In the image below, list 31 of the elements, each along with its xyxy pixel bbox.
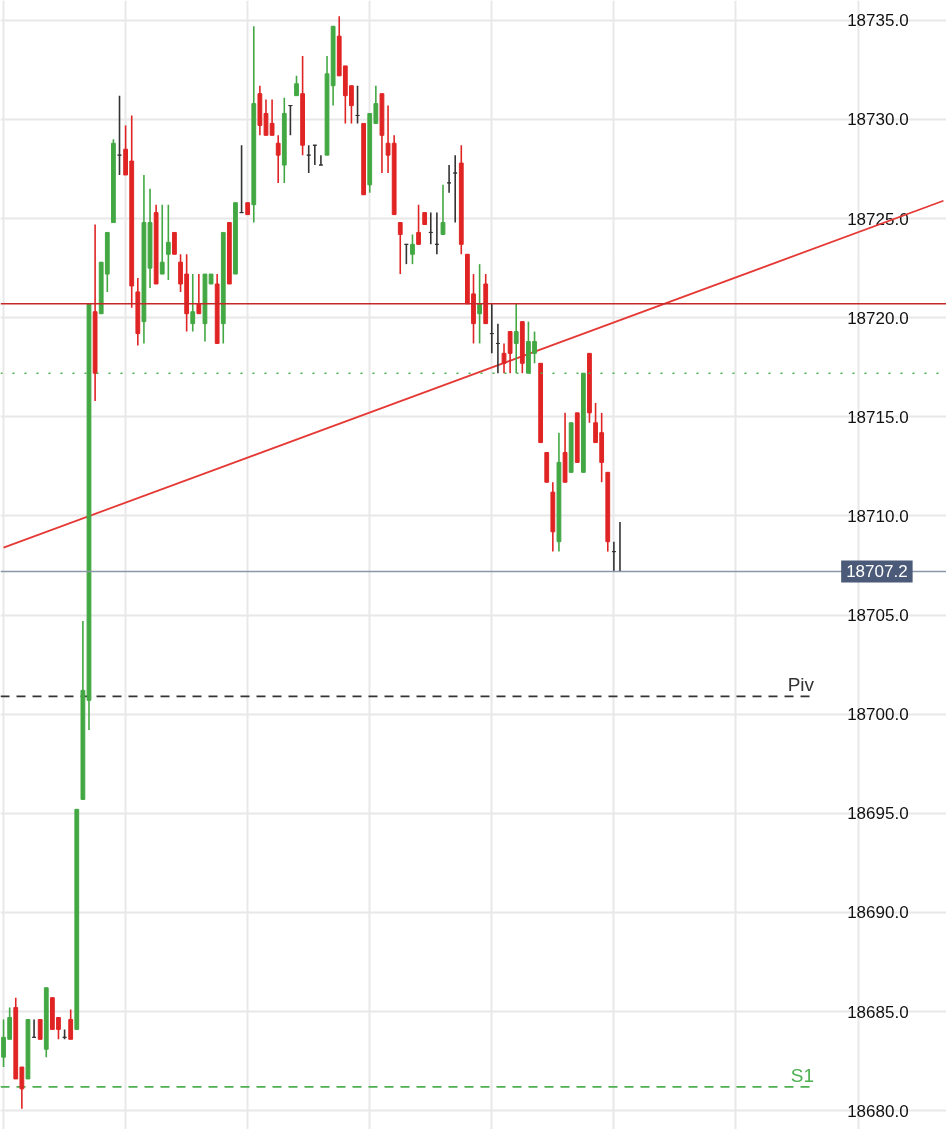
ref-line-label: S1: [790, 1064, 815, 1086]
candlestick: [440, 184, 446, 236]
candlestick: [416, 203, 421, 246]
candlestick: [165, 203, 171, 281]
candlestick: [68, 1008, 74, 1041]
y-tick-label: 18735.0: [847, 11, 909, 31]
y-tick-label: 18700.0: [847, 705, 909, 725]
candlestick: [452, 154, 458, 224]
y-tick-label: 18715.0: [847, 407, 909, 427]
candlestick: [275, 134, 281, 184]
y-tick-label: 18690.0: [847, 903, 909, 923]
candlestick: [159, 203, 165, 275]
candlestick: [397, 221, 403, 275]
ref-line-label: 18707.2: [846, 562, 908, 582]
candlestick: [37, 1018, 43, 1041]
candlestick: [306, 144, 312, 174]
y-tick-label: 18680.0: [847, 1101, 909, 1121]
y-tick-label: 18695.0: [847, 804, 909, 824]
y-tick-label: 18730.0: [847, 110, 909, 130]
candlestick: [190, 273, 196, 333]
y-tick-label: 18685.0: [847, 1002, 909, 1022]
y-tick-label: 18705.0: [847, 606, 909, 626]
candlestick: [172, 231, 177, 256]
candlestick: [318, 154, 324, 166]
y-tick-label: 18710.0: [847, 506, 909, 526]
ref-line-label: Piv: [787, 674, 815, 696]
candlestick: [446, 164, 452, 194]
y-tick-label: 18720.0: [847, 308, 909, 328]
candlestick: [410, 233, 415, 265]
candlestick: [513, 303, 519, 374]
candlestick: [294, 75, 299, 97]
